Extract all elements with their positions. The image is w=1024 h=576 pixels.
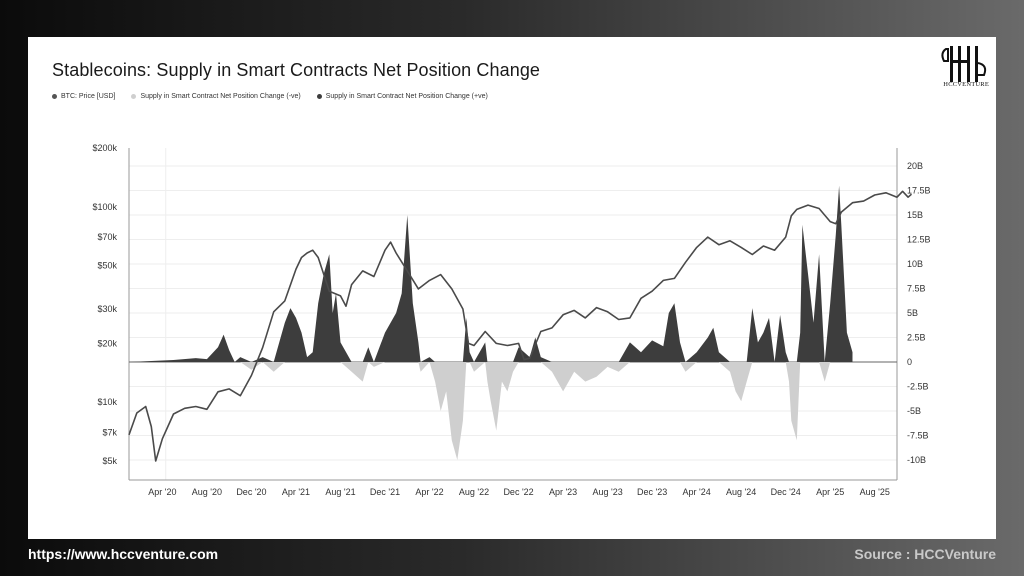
right-tick-label: 2.5B bbox=[907, 333, 926, 343]
x-tick-label: Apr '21 bbox=[282, 487, 310, 497]
chart-title: Stablecoins: Supply in Smart Contracts N… bbox=[52, 60, 541, 80]
x-tick-label: Apr '22 bbox=[415, 487, 443, 497]
series-area-negative bbox=[129, 362, 853, 460]
x-tick-label: Aug '22 bbox=[459, 487, 489, 497]
right-tick-label: 0 bbox=[907, 357, 912, 367]
x-tick-label: Dec '20 bbox=[236, 487, 266, 497]
right-tick-label: -10B bbox=[907, 455, 926, 465]
x-tick-label: Apr '24 bbox=[683, 487, 711, 497]
hccventure-logo bbox=[941, 46, 987, 82]
footer-source: Source : HCCVenture bbox=[854, 546, 996, 562]
legend-dot-positive bbox=[316, 94, 322, 99]
left-tick-label: $70k bbox=[97, 232, 117, 242]
legend-dot-btc bbox=[52, 94, 57, 99]
chart-card: Stablecoins: Supply in Smart Contracts N… bbox=[28, 37, 996, 539]
right-tick-label: 7.5B bbox=[907, 284, 926, 294]
series-line-btc-price bbox=[128, 190, 913, 462]
chart-legend: BTC: Price [USD] Supply in Smart Contrac… bbox=[52, 93, 488, 100]
legend-item-positive[interactable]: Supply in Smart Contract Net Position Ch… bbox=[316, 93, 488, 100]
right-tick-label: 5B bbox=[907, 308, 918, 318]
x-tick-label: Dec '23 bbox=[637, 487, 667, 497]
right-tick-label: 15B bbox=[907, 210, 923, 220]
left-tick-label: $30k bbox=[97, 304, 117, 314]
right-tick-label: -7.5B bbox=[907, 431, 929, 441]
left-tick-label: $200k bbox=[92, 143, 117, 153]
x-tick-label: Dec '21 bbox=[370, 487, 400, 497]
x-tick-label: Aug '23 bbox=[592, 487, 622, 497]
legend-dot-negative bbox=[131, 94, 137, 99]
left-tick-label: $100k bbox=[92, 202, 117, 212]
legend-item-btc[interactable]: BTC: Price [USD] bbox=[52, 93, 115, 100]
legend-label-btc: BTC: Price [USD] bbox=[61, 93, 116, 100]
x-tick-label: Aug '25 bbox=[860, 487, 890, 497]
right-tick-label: 12.5B bbox=[907, 235, 931, 245]
series-area-positive bbox=[129, 185, 853, 362]
left-tick-label: $20k bbox=[97, 338, 117, 348]
left-tick-label: $50k bbox=[97, 261, 117, 271]
x-tick-label: Aug '21 bbox=[325, 487, 355, 497]
right-tick-label: 20B bbox=[907, 161, 923, 171]
legend-label-negative: Supply in Smart Contract Net Position Ch… bbox=[140, 93, 301, 100]
right-tick-label: -2.5B bbox=[907, 382, 929, 392]
left-tick-label: $5k bbox=[102, 456, 117, 466]
x-tick-label: Aug '24 bbox=[726, 487, 756, 497]
legend-item-negative[interactable]: Supply in Smart Contract Net Position Ch… bbox=[131, 93, 301, 100]
legend-label-positive: Supply in Smart Contract Net Position Ch… bbox=[325, 93, 488, 100]
footer-url[interactable]: https://www.hccventure.com bbox=[28, 546, 219, 562]
chart-plot: $200k $100k $70k $50k $30k $20k $10k $7k $5k 20B 1… bbox=[92, 143, 931, 497]
right-tick-label: -5B bbox=[907, 406, 921, 416]
x-tick-label: Aug '20 bbox=[192, 487, 222, 497]
logo-wordmark: HCCVENTURE bbox=[943, 81, 989, 88]
x-tick-label: Dec '22 bbox=[503, 487, 533, 497]
x-tick-label: Apr '23 bbox=[549, 487, 577, 497]
x-tick-label: Apr '25 bbox=[816, 487, 844, 497]
right-tick-label: 17.5B bbox=[907, 186, 931, 196]
x-tick-label: Apr '20 bbox=[148, 487, 176, 497]
left-tick-label: $7k bbox=[102, 427, 117, 437]
left-tick-label: $10k bbox=[97, 397, 117, 407]
right-tick-label: 10B bbox=[907, 259, 923, 269]
x-tick-label: Dec '24 bbox=[771, 487, 801, 497]
